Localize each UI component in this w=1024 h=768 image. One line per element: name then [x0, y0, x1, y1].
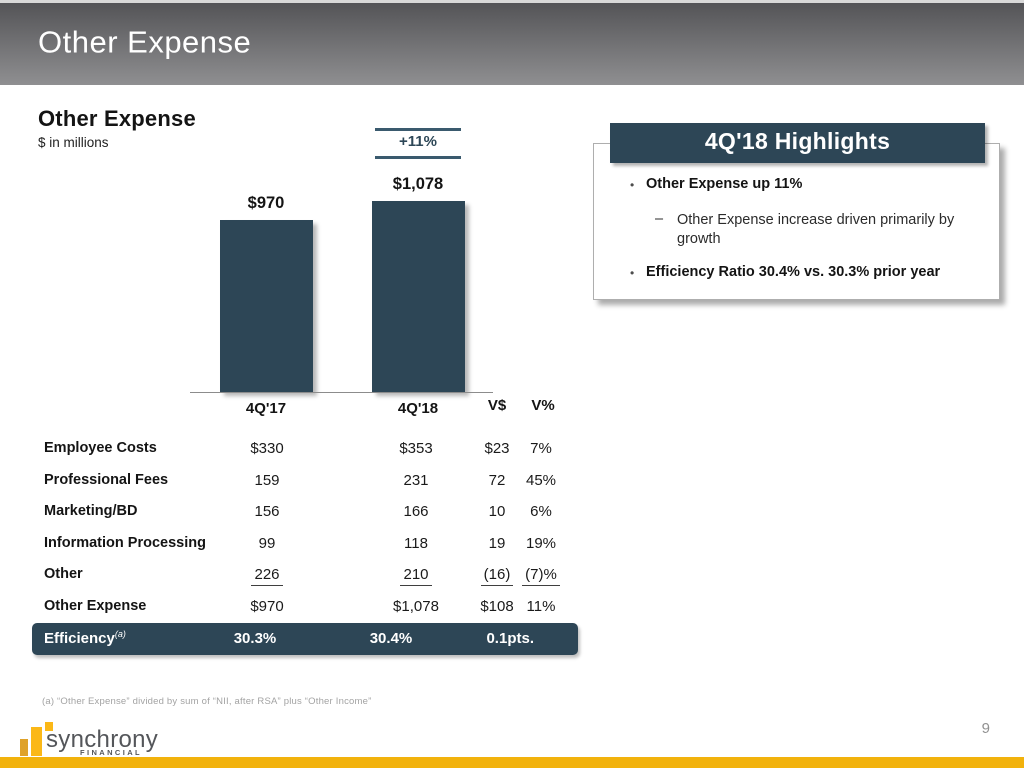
row-4q17-value: $330: [250, 440, 284, 457]
slide-title: Other Expense: [38, 24, 252, 60]
bottom-accent-bar: [0, 757, 1024, 768]
row-label: Other Expense: [44, 597, 147, 614]
row-4q18-value: $353: [399, 440, 433, 457]
row-4q17-value: 226: [229, 566, 305, 587]
synchrony-logo-icon: [20, 739, 28, 756]
bullet-icon: •: [630, 266, 635, 280]
highlight-bullet-1: Other Expense up 11%: [646, 176, 803, 192]
chart-subtitle: $ in millions: [38, 135, 109, 150]
row-4q17-value: $970: [250, 597, 284, 615]
growth-bracket-top-line: [375, 128, 461, 131]
bullet-icon: •: [630, 178, 635, 192]
highlights-title: 4Q'18 Highlights: [704, 128, 891, 154]
synchrony-logo-financial-text: FINANCIAL: [80, 748, 143, 757]
row-4q18-value: $1,078: [393, 597, 439, 615]
row-vpercent-value: 7%: [530, 440, 552, 457]
synchrony-logo-icon: [31, 727, 42, 756]
table-row-total: Other Expense $970 $1,078 $108 11%: [38, 594, 578, 626]
highlight-bullet-2: Efficiency Ratio 30.4% vs. 30.3% prior y…: [646, 264, 941, 280]
chart-title: Other Expense: [38, 106, 196, 131]
growth-annotation: +11%: [399, 133, 437, 150]
row-vdollar-value: (16): [467, 566, 527, 587]
page-number: 9: [981, 720, 990, 737]
row-4q18-value: 118: [404, 534, 428, 552]
growth-bracket-bottom-line: [375, 156, 461, 159]
chart-baseline: [190, 392, 493, 393]
row-label: Other: [44, 566, 83, 583]
slide-header-band: Other Expense: [0, 3, 1024, 85]
efficiency-label: Efficiency(a): [44, 629, 126, 647]
row-vdollar-value: 72: [488, 471, 506, 489]
row-vpercent-value: 11%: [526, 597, 556, 615]
efficiency-4q17-value: 30.3%: [233, 630, 277, 647]
row-vdollar-value: $23: [484, 440, 510, 457]
table-row: Other 226 210 (16) (7)%: [38, 562, 578, 594]
dash-icon: –: [655, 211, 664, 227]
row-label: Employee Costs: [44, 440, 157, 456]
footnote-marker: (a): [114, 629, 126, 639]
row-4q17-value: 159: [254, 471, 280, 489]
row-4q18-value: 210: [378, 566, 454, 587]
table-row: Marketing/BD 156 166 10 6%: [38, 499, 578, 531]
row-label: Marketing/BD: [44, 503, 138, 520]
highlight-sub-bullet: Other Expense increase driven primarily …: [677, 212, 955, 247]
row-4q17-value: 156: [254, 503, 280, 521]
axis-label-4q17: 4Q'17: [245, 400, 287, 417]
row-4q17-value: 99: [258, 534, 276, 552]
synchrony-logo-icon: [45, 722, 53, 731]
column-header-vdollar: V$: [487, 397, 507, 414]
bar-4q18: [372, 201, 465, 392]
expense-table: Employee Costs $330 $353 $23 7% Professi…: [38, 436, 578, 626]
row-vdollar-value: 19: [488, 534, 506, 552]
efficiency-row: Efficiency(a) 30.3% 30.4% 0.1pts.: [32, 623, 578, 655]
row-label: Professional Fees: [44, 471, 169, 488]
efficiency-4q18-value: 30.4%: [369, 630, 413, 647]
row-vdollar-value: 10: [488, 503, 506, 521]
row-vpercent-value: 45%: [525, 471, 557, 489]
efficiency-delta-value: 0.1pts.: [486, 630, 534, 647]
axis-label-4q18: 4Q'18: [397, 400, 439, 417]
row-vpercent-value: (7)%: [517, 566, 565, 587]
row-vdollar-value: $108: [480, 597, 514, 615]
row-vpercent-value: 19%: [525, 534, 557, 552]
bar-value-label-4q18: $1,078: [392, 175, 444, 193]
synchrony-logo-wordmark: synchrony: [46, 726, 159, 753]
row-4q18-value: 231: [403, 471, 429, 489]
bar-value-label-4q17: $970: [247, 194, 285, 212]
table-row: Professional Fees 159 231 72 45%: [38, 468, 578, 500]
row-4q18-value: 166: [403, 503, 429, 521]
highlights-title-banner: 4Q'18 Highlights: [610, 123, 985, 163]
header-top-strip: [0, 0, 1024, 3]
bar-4q17: [220, 220, 313, 392]
highlights-box: [593, 143, 1000, 300]
column-header-vpercent: V%: [531, 397, 555, 414]
table-row: Employee Costs $330 $353 $23 7%: [38, 436, 578, 468]
footnote-text: (a) “Other Expense” divided by sum of “N…: [42, 696, 372, 707]
table-row: Information Processing 99 118 19 19%: [38, 531, 578, 563]
row-vpercent-value: 6%: [530, 503, 552, 521]
row-label: Information Processing: [44, 534, 206, 551]
